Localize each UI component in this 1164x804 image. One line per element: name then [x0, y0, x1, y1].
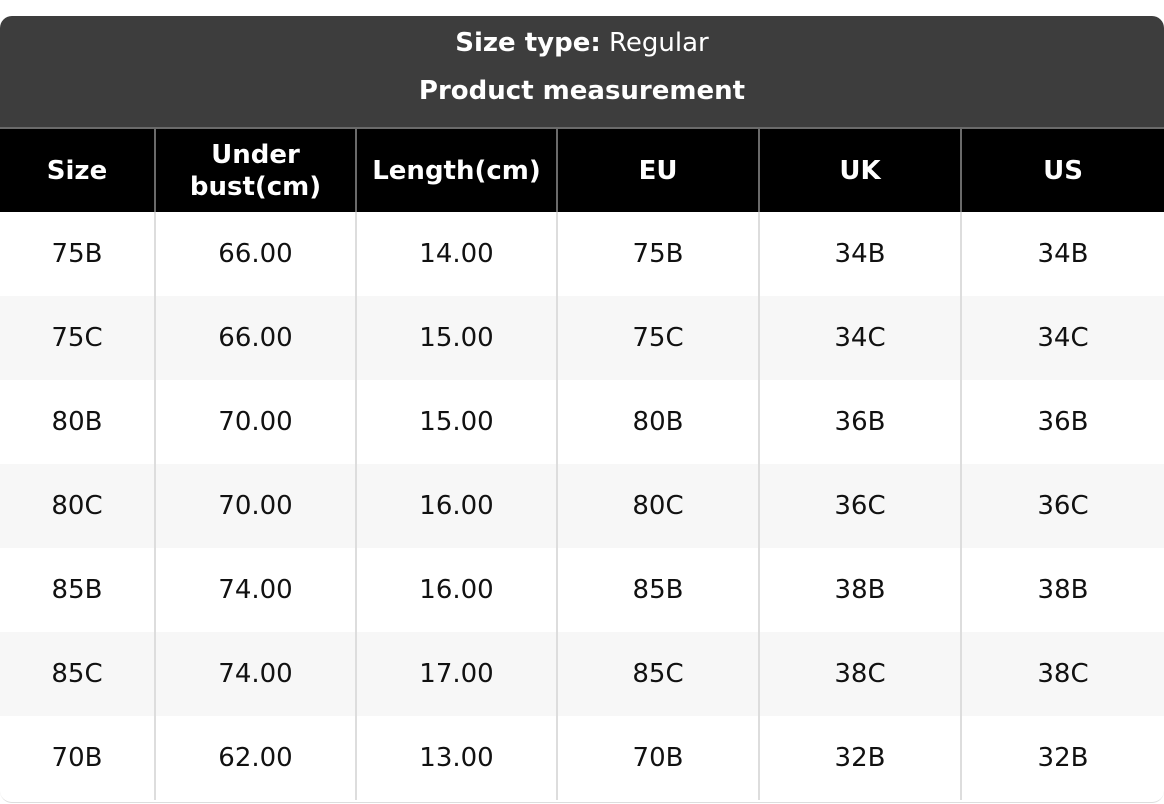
cell-us: 38B [960, 548, 1164, 632]
cell-under-bust: 74.00 [154, 632, 356, 716]
cell-size: 70B [51, 743, 103, 773]
size-type-label: Size type: [455, 28, 601, 58]
size-chart-card: Size type: Regular Product measurement S… [0, 16, 1164, 803]
cell-us: 38C [960, 632, 1164, 716]
size-chart-header: Size type: Regular Product measurement [0, 16, 1164, 129]
column-header-size: Size [0, 129, 155, 212]
column-header-length: Length(cm) [355, 129, 557, 212]
column-header-eu: EU [556, 129, 759, 212]
size-table: Size Under bust(cm) Length(cm) EU UK US 75B 66… [0, 129, 1164, 800]
table-row: 75B 66.00 14.00 75B 34B 34B [0, 212, 1164, 296]
size-table-body: 75B 66.00 14.00 75B 34B 34B 75C 66.00 15.00 75C 34… [0, 212, 1164, 800]
size-type-value: Regular [609, 28, 709, 58]
table-row: 80B 70.00 15.00 80B 36B 36B [0, 380, 1164, 464]
cell-size: 85C [0, 632, 155, 716]
column-header-row: Size Under bust(cm) Length(cm) EU UK US [0, 129, 1164, 212]
cell-uk: 36C [758, 464, 961, 548]
chart-title: Product measurement [418, 76, 746, 106]
cell-us: 36C [960, 464, 1164, 548]
cell-length: 17.00 [355, 632, 557, 716]
cell-size: 80B [51, 407, 103, 437]
cell-eu: 85C [556, 632, 759, 716]
cell-length: 15.00 [355, 296, 557, 380]
table-row: 85B 74.00 16.00 85B 38B 38B [0, 548, 1164, 632]
column-header-uk: UK [758, 129, 961, 212]
cell-under-bust: 74.00 [154, 548, 356, 632]
cell-under-bust: 70.00 [154, 380, 356, 464]
cell-size: 85B [51, 575, 103, 605]
cell-eu: 80C [556, 464, 759, 548]
cell-us: 34C [960, 296, 1164, 380]
cell-uk: 38B [758, 548, 961, 632]
cell-uk: 38C [758, 632, 961, 716]
cell-under-bust: 70.00 [154, 464, 356, 548]
table-row: 85C 74.00 17.00 85C 38C 38C [0, 632, 1164, 716]
table-row: 80C 70.00 16.00 80C 36C 36C [0, 464, 1164, 548]
cell-uk: 34C [758, 296, 961, 380]
cell-eu: 75B [556, 212, 759, 296]
size-type-line: Size type: Regular [0, 16, 1164, 72]
cell-length: 13.00 [355, 716, 557, 800]
cell-eu: 75C [556, 296, 759, 380]
cell-uk: 34B [758, 212, 961, 296]
column-header-us: US [960, 129, 1164, 212]
cell-length: 16.00 [355, 548, 557, 632]
table-row: 75C 66.00 15.00 75C 34C 34C [0, 296, 1164, 380]
column-header-under-bust: Under bust(cm) [154, 129, 356, 212]
cell-us: 34B [960, 212, 1164, 296]
cell-us: 36B [960, 380, 1164, 464]
cell-eu: 80B [556, 380, 759, 464]
cell-eu: 85B [556, 548, 759, 632]
table-row: 70B 62.00 13.00 70B 32B 32B [0, 716, 1164, 800]
cell-uk: 36B [758, 380, 961, 464]
cell-size: 75C [0, 296, 155, 380]
cell-length: 15.00 [355, 380, 557, 464]
cell-length: 14.00 [355, 212, 557, 296]
cell-uk: 32B [758, 716, 961, 800]
cell-under-bust: 66.00 [154, 296, 356, 380]
cell-under-bust: 62.00 [154, 716, 356, 800]
cell-under-bust: 66.00 [154, 212, 356, 296]
cell-size: 75B [51, 239, 103, 269]
cell-size: 80C [0, 464, 155, 548]
cell-eu: 70B [556, 716, 759, 800]
cell-us: 32B [960, 716, 1164, 800]
cell-length: 16.00 [355, 464, 557, 548]
